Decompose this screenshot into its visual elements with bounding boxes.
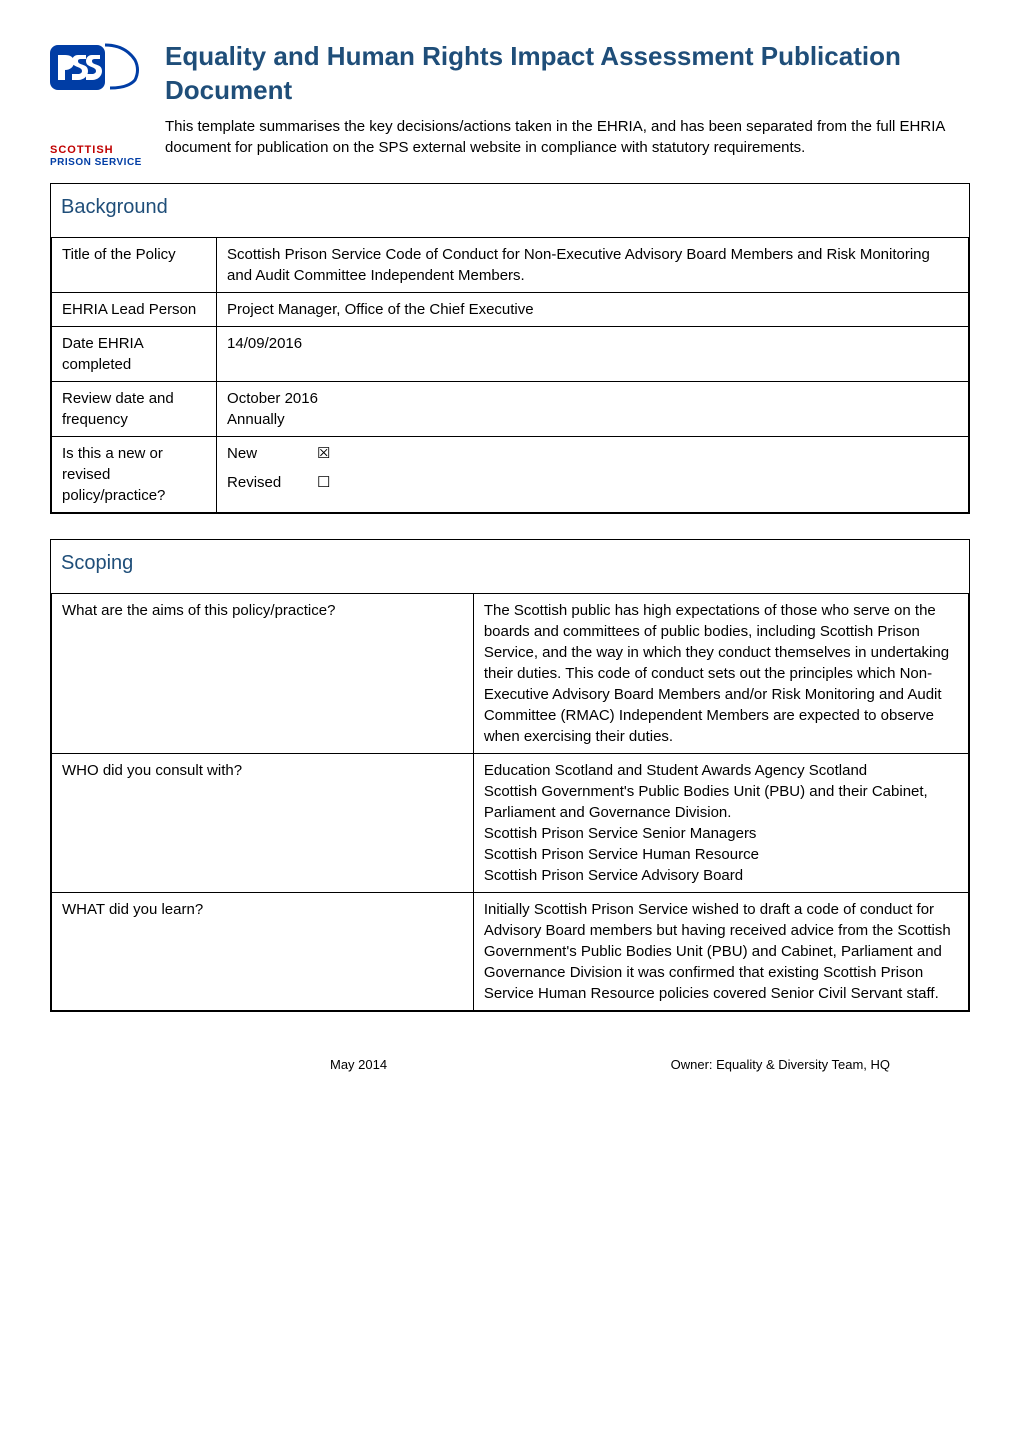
ehria-lead-label: EHRIA Lead Person [52, 292, 217, 326]
table-row: WHAT did you learn? Initially Scottish P… [52, 892, 969, 1010]
aims-label: What are the aims of this policy/practic… [52, 593, 474, 753]
footer-owner: Owner: Equality & Diversity Team, HQ [671, 1057, 890, 1072]
header-text-block: Equality and Human Rights Impact Assessm… [165, 40, 970, 158]
who-line-2: Scottish Government's Public Bodies Unit… [484, 781, 958, 823]
review-date-values: October 2016 Annually [217, 381, 969, 436]
table-row: WHO did you consult with? Education Scot… [52, 753, 969, 892]
new-checkbox-icon: ☒ [317, 443, 330, 464]
aims-value: The Scottish public has high expectation… [473, 593, 968, 753]
review-date-value-2: Annually [227, 409, 958, 430]
who-consult-value: Education Scotland and Student Awards Ag… [473, 753, 968, 892]
new-label: New [227, 443, 317, 464]
document-intro: This template summarises the key decisio… [165, 116, 970, 158]
new-checkbox-row: New ☒ [227, 443, 958, 464]
sps-logo: SCOTTISH PRISON SERVICE [50, 40, 150, 140]
revised-checkbox-icon: ☐ [317, 472, 330, 493]
footer-date: May 2014 [330, 1057, 387, 1072]
document-title: Equality and Human Rights Impact Assessm… [165, 40, 970, 108]
review-date-label: Review date and frequency [52, 381, 217, 436]
who-line-4: Scottish Prison Service Human Resource [484, 844, 958, 865]
logo-scottish-text: SCOTTISH [50, 144, 150, 157]
who-line-3: Scottish Prison Service Senior Managers [484, 823, 958, 844]
header-section: SCOTTISH PRISON SERVICE Equality and Hum… [50, 40, 970, 158]
background-table: Title of the Policy Scottish Prison Serv… [51, 237, 969, 513]
title-policy-label: Title of the Policy [52, 237, 217, 292]
page-footer: May 2014 Owner: Equality & Diversity Tea… [50, 1037, 970, 1072]
table-row: Is this a new or revised policy/practice… [52, 436, 969, 512]
new-revised-label: Is this a new or revised policy/practice… [52, 436, 217, 512]
who-line-5: Scottish Prison Service Advisory Board [484, 865, 958, 886]
table-row: What are the aims of this policy/practic… [52, 593, 969, 753]
what-learn-label: WHAT did you learn? [52, 892, 474, 1010]
scoping-title: Scoping [51, 540, 969, 593]
background-title: Background [51, 184, 969, 237]
ehria-lead-value: Project Manager, Office of the Chief Exe… [217, 292, 969, 326]
logo-prison-service-text: PRISON SERVICE [50, 157, 150, 169]
table-row: Review date and frequency October 2016 A… [52, 381, 969, 436]
scoping-section: Scoping What are the aims of this policy… [50, 539, 970, 1012]
table-row: EHRIA Lead Person Project Manager, Offic… [52, 292, 969, 326]
who-consult-label: WHO did you consult with? [52, 753, 474, 892]
title-policy-value: Scottish Prison Service Code of Conduct … [217, 237, 969, 292]
who-line-1: Education Scotland and Student Awards Ag… [484, 760, 958, 781]
background-section: Background Title of the Policy Scottish … [50, 183, 970, 514]
date-completed-label: Date EHRIA completed [52, 326, 217, 381]
scoping-table: What are the aims of this policy/practic… [51, 593, 969, 1011]
what-learn-value: Initially Scottish Prison Service wished… [473, 892, 968, 1010]
table-row: Title of the Policy Scottish Prison Serv… [52, 237, 969, 292]
new-revised-value: New ☒ Revised ☐ [217, 436, 969, 512]
date-completed-value: 14/09/2016 [217, 326, 969, 381]
revised-checkbox-row: Revised ☐ [227, 472, 958, 493]
review-date-value-1: October 2016 [227, 388, 958, 409]
table-row: Date EHRIA completed 14/09/2016 [52, 326, 969, 381]
revised-label: Revised [227, 472, 317, 493]
